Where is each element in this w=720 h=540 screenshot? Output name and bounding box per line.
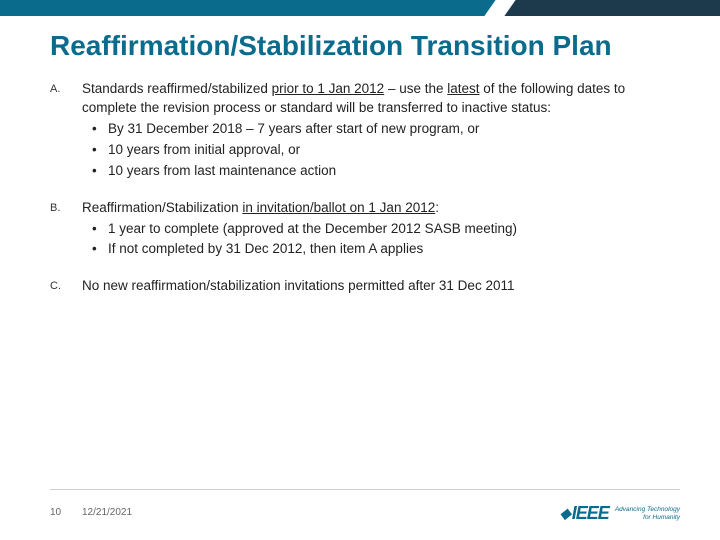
sublist: By 31 December 2018 – 7 years after star… [82, 120, 680, 181]
footer-date: 12/21/2021 [82, 507, 132, 518]
sublist-item: 10 years from last maintenance action [82, 162, 680, 181]
item-marker: A. [50, 80, 82, 180]
ieee-logo-tagline: Advancing Technology for Humanity [615, 506, 680, 520]
ieee-logo-mark: ◆IEEE [560, 503, 609, 524]
logo-text: IEEE [572, 503, 609, 524]
sublist-item: If not completed by 31 Dec 2012, then it… [82, 240, 680, 259]
item-marker: C. [50, 277, 82, 296]
sublist-item: 10 years from initial approval, or [82, 141, 680, 160]
item-content: Reaffirmation/Stabilization in invitatio… [82, 199, 680, 260]
sublist: 1 year to complete (approved at the Dece… [82, 220, 680, 260]
item-content: No new reaffirmation/stabilization invit… [82, 277, 680, 296]
list-item: B. Reaffirmation/Stabilization in invita… [50, 199, 680, 260]
list-item: A. Standards reaffirmed/stabilized prior… [50, 80, 680, 180]
item-text: No new reaffirmation/stabilization invit… [82, 278, 514, 293]
item-text: : [435, 200, 439, 215]
item-text: Reaffirmation/Stabilization [82, 200, 242, 215]
tagline-line: Advancing Technology [615, 506, 680, 513]
item-text-underline: latest [447, 81, 479, 96]
item-text-underline: prior to 1 Jan 2012 [272, 81, 385, 96]
item-marker: B. [50, 199, 82, 260]
divider [50, 489, 680, 490]
item-content: Standards reaffirmed/stabilized prior to… [82, 80, 680, 180]
item-text: – use the [384, 81, 447, 96]
page-number: 10 [50, 507, 82, 518]
slide-title: Reaffirmation/Stabilization Transition P… [50, 30, 680, 62]
sublist-item: By 31 December 2018 – 7 years after star… [82, 120, 680, 139]
sublist-item: 1 year to complete (approved at the Dece… [82, 220, 680, 239]
tagline-line: for Humanity [615, 514, 680, 521]
item-text: Standards reaffirmed/stabilized [82, 81, 272, 96]
ieee-logo: ◆IEEE Advancing Technology for Humanity [560, 503, 680, 524]
list-item: C. No new reaffirmation/stabilization in… [50, 277, 680, 296]
header-bar-right [504, 0, 720, 16]
slide-body: Reaffirmation/Stabilization Transition P… [50, 30, 680, 314]
item-text-underline: in invitation/ballot on 1 Jan 2012 [242, 200, 435, 215]
diamond-icon: ◆ [560, 505, 570, 522]
